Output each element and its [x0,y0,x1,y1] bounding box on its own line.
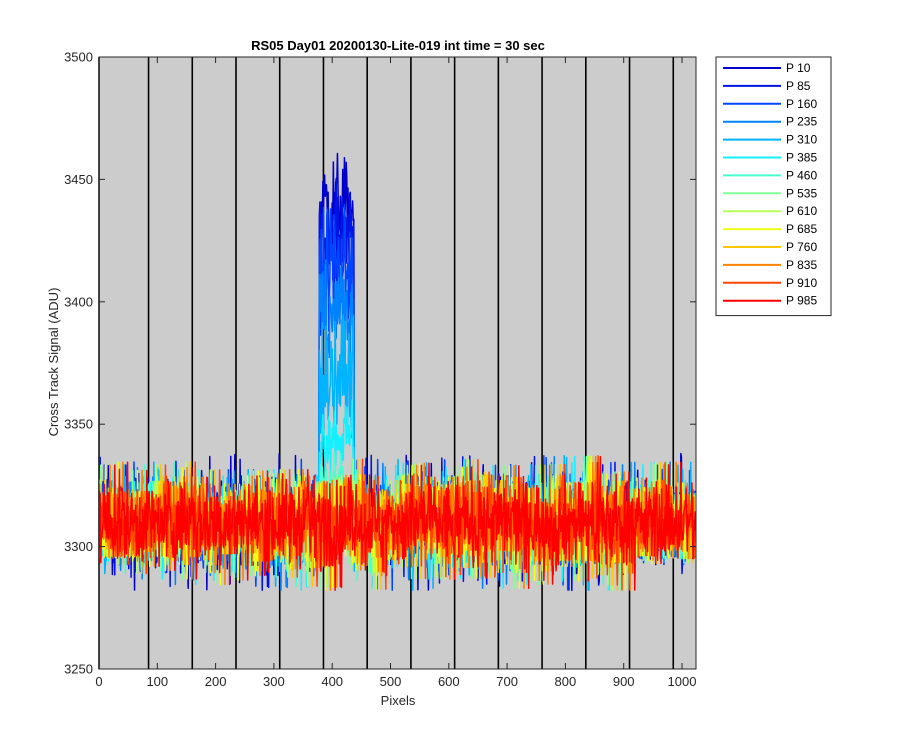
x-tick-label: 300 [263,674,285,689]
x-tick-label: 100 [146,674,168,689]
x-tick-label: 200 [205,674,227,689]
x-tick-label: 700 [496,674,518,689]
x-axis: 0 100 200 300 400 500 600 700 800 900 1000 [95,57,696,689]
legend-entry-p-10: P 10 [786,61,811,75]
x-tick-label: 500 [380,674,402,689]
y-tick-label: 3400 [64,294,93,309]
legend-entry-p-160: P 160 [786,97,817,111]
y-tick-label: 3450 [64,172,93,187]
y-tick-label: 3350 [64,417,93,432]
legend-entry-p-385: P 385 [786,151,817,165]
y-axis: 3250 3300 3350 3400 3450 3500 [64,50,696,677]
legend-entry-p-610: P 610 [786,204,817,218]
legend-entry-p-310: P 310 [786,133,817,147]
series-line-p-985 [99,455,696,592]
series-group [99,152,696,592]
x-tick-label: 600 [438,674,460,689]
y-axis-label: Cross Track Signal (ADU) [46,288,61,437]
legend-entry-p-535: P 535 [786,186,817,200]
plot-frame [98,56,697,670]
legend-box [715,56,832,317]
y-tick-label: 3300 [64,539,93,554]
y-tick-label: 3500 [64,50,93,65]
legend-entry-p-910: P 910 [786,276,817,290]
legend: P 10 P 85 P 160 P 235 P 310 P 385 P 460 P 535 P … [715,56,832,317]
y-tick-label: 3250 [64,662,93,677]
legend-entry-p-835: P 835 [786,258,817,272]
x-axis-label: Pixels [381,693,416,708]
x-tick-label: 400 [321,674,343,689]
chart-title: RS05 Day01 20200130-Lite-019 int time = … [251,38,545,53]
x-tick-label: 900 [613,674,635,689]
legend-entry-p-685: P 685 [786,222,817,236]
legend-entry-p-760: P 760 [786,240,817,254]
legend-entry-p-235: P 235 [786,115,817,129]
legend-entry-p-460: P 460 [786,168,817,182]
x-tick-label: 800 [555,674,577,689]
x-tick-label: 0 [95,674,102,689]
x-tick-label: 1000 [668,674,697,689]
plot-area [98,56,697,670]
legend-entry-p-85: P 85 [786,79,811,93]
legend-entry-p-985: P 985 [786,294,817,308]
